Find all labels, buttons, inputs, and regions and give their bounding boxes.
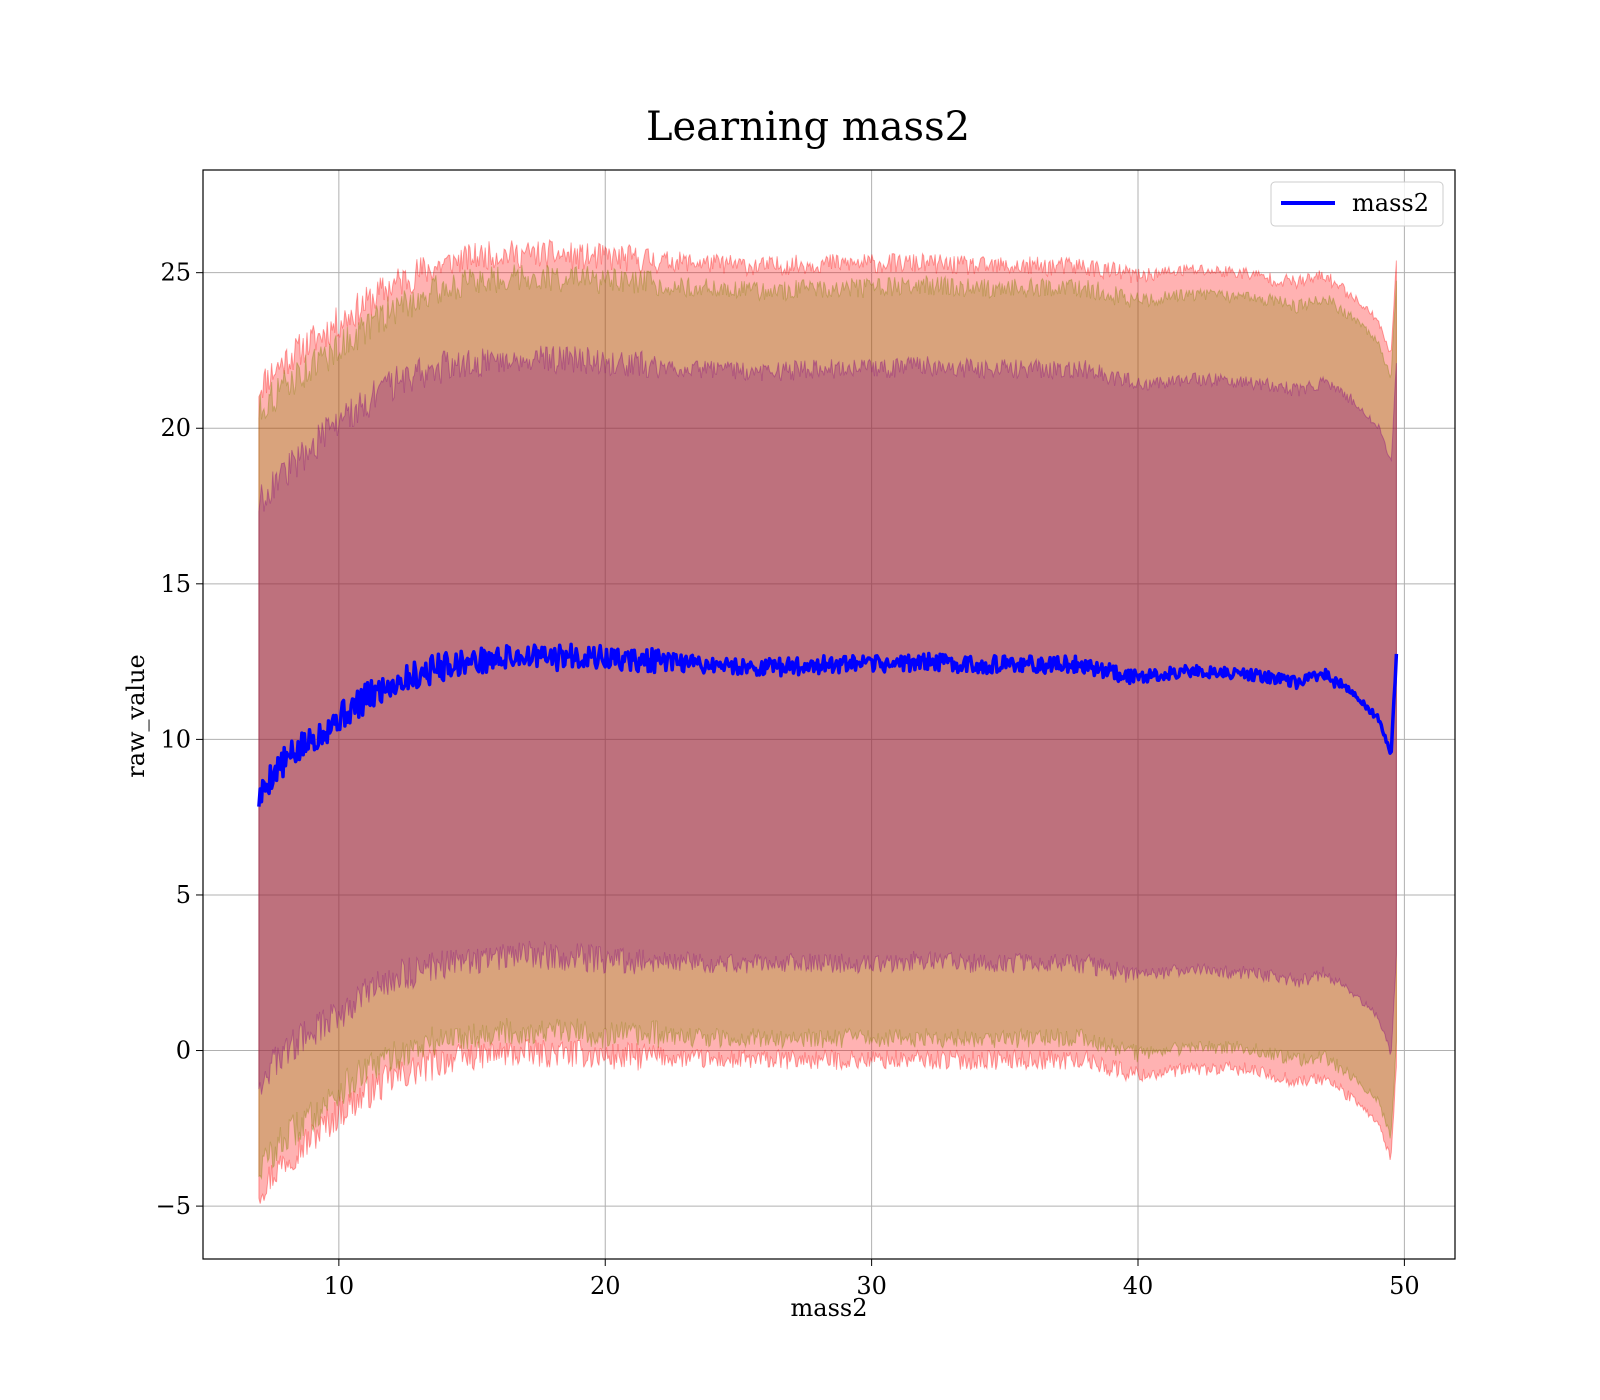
confidence-bands: [258, 238, 1397, 1204]
y-tick-label: 0: [176, 1037, 191, 1065]
plot-frame: [202, 169, 1456, 1260]
band-0: [258, 238, 1397, 1204]
y-axis-label: raw_value: [122, 654, 150, 778]
x-tick-label: 40: [1123, 1272, 1154, 1300]
grid: [203, 170, 1455, 1259]
band-2: [258, 345, 1397, 1095]
legend-label: mass2: [1352, 189, 1429, 217]
x-tick-label: 10: [324, 1272, 355, 1300]
band-1: [258, 264, 1397, 1181]
y-tick-label: 10: [160, 725, 191, 753]
y-tick-label: 25: [160, 259, 191, 287]
x-tick-label: 30: [856, 1272, 887, 1300]
y-axis-ticks: −5 0 5 10 15 20 25: [156, 259, 203, 1220]
x-tick-label: 20: [590, 1272, 621, 1300]
chart-title: Learning mass2: [646, 104, 970, 150]
y-tick-label: 5: [176, 881, 191, 909]
x-tick-label: 50: [1389, 1272, 1420, 1300]
series-line-0: [257, 642, 1399, 807]
y-tick-label: −5: [156, 1192, 191, 1220]
y-tick-label: 20: [160, 414, 191, 442]
x-axis-label: mass2: [791, 1294, 868, 1322]
series-lines: [257, 642, 1399, 807]
legend: mass2: [1270, 181, 1444, 227]
legend-box: [1270, 181, 1444, 227]
x-axis-ticks: 10 20 30 40 50: [324, 1259, 1420, 1300]
y-tick-label: 15: [160, 570, 191, 598]
